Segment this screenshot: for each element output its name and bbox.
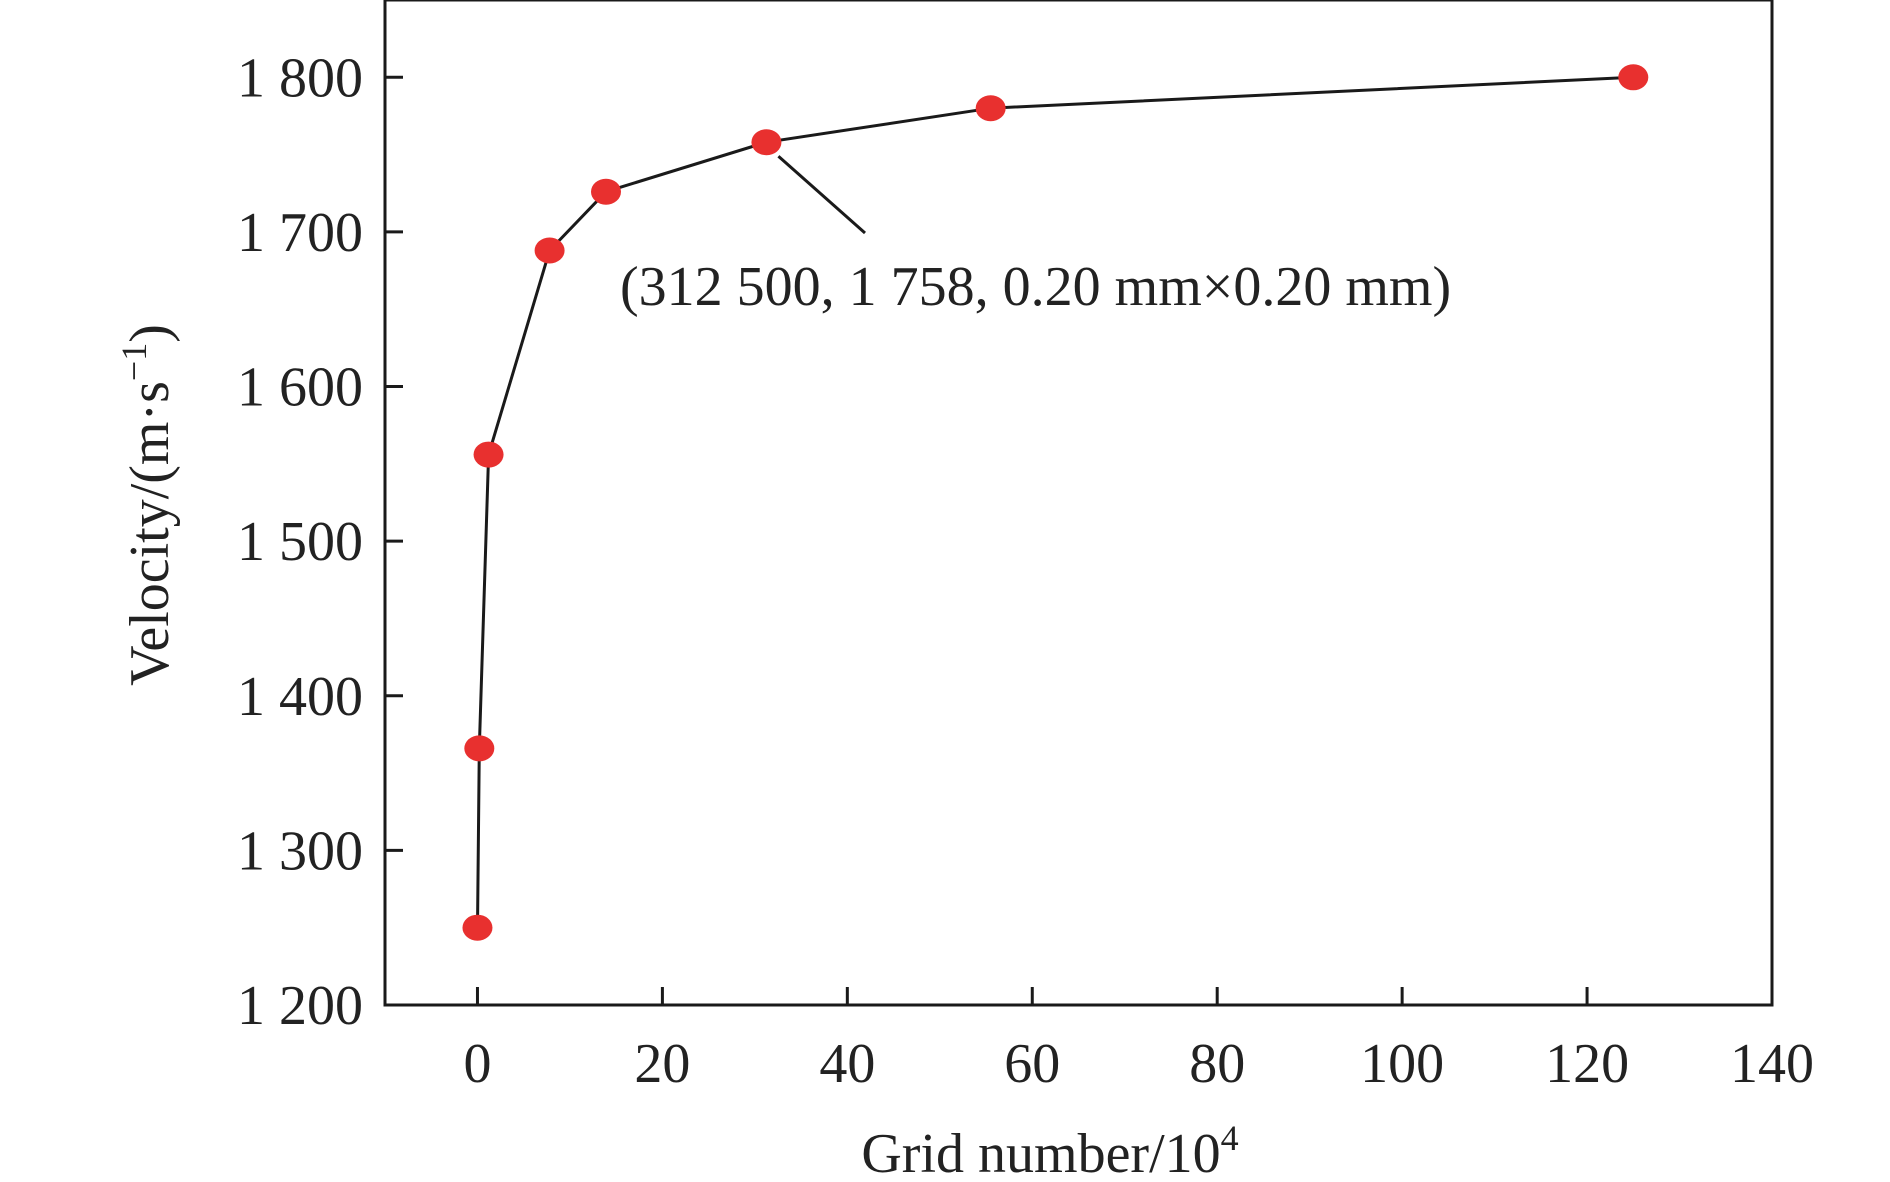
x-tick-label: 100 <box>1360 1033 1444 1095</box>
markers <box>462 64 1649 941</box>
series-line <box>476 75 1634 928</box>
y-tick-label: 1 200 <box>237 975 363 1037</box>
data-point <box>534 237 565 264</box>
plot-frame <box>383 0 1774 1007</box>
x-tick-label: 40 <box>819 1033 875 1095</box>
series <box>462 64 1649 941</box>
x-tick-label: 0 <box>463 1033 491 1095</box>
data-point <box>1618 64 1649 91</box>
x-axis-title-superscript: 4 <box>1221 1118 1239 1158</box>
annotation: (312 500, 1 758, 0.20 mm×0.20 mm) <box>620 155 1451 318</box>
y-axis-title: Velocity/(m·s−1) <box>114 324 181 686</box>
y-tick-label: 1 600 <box>237 357 363 419</box>
annotation-text: (312 500, 1 758, 0.20 mm×0.20 mm) <box>620 256 1451 318</box>
y-tick-label: 1 400 <box>237 666 363 728</box>
data-point <box>464 735 495 762</box>
annotation-leader-line <box>777 155 866 235</box>
x-tick-label: 80 <box>1189 1033 1245 1095</box>
y-tick-label: 1 700 <box>237 202 363 264</box>
y-tick-label: 1 300 <box>237 820 363 882</box>
x-ticks: 0 20 40 60 80 100 120 140 <box>463 987 1814 1095</box>
data-point <box>590 178 621 205</box>
data-point <box>751 129 782 156</box>
x-axis-title: Grid number/104 <box>861 1118 1238 1182</box>
x-tick-label: 20 <box>634 1033 690 1095</box>
data-point <box>473 441 504 468</box>
y-tick-label: 1 800 <box>237 47 363 109</box>
x-tick-label: 60 <box>1004 1033 1060 1095</box>
y-ticks: 1 200 1 300 1 400 1 500 1 600 1 700 1 800 <box>237 47 403 1037</box>
y-tick-label: 1 500 <box>237 511 363 573</box>
x-tick-label: 140 <box>1730 1033 1814 1095</box>
data-point <box>462 914 493 941</box>
x-tick-label: 120 <box>1545 1033 1629 1095</box>
data-point <box>975 95 1006 122</box>
y-axis-title-superscript: −1 <box>114 343 154 381</box>
